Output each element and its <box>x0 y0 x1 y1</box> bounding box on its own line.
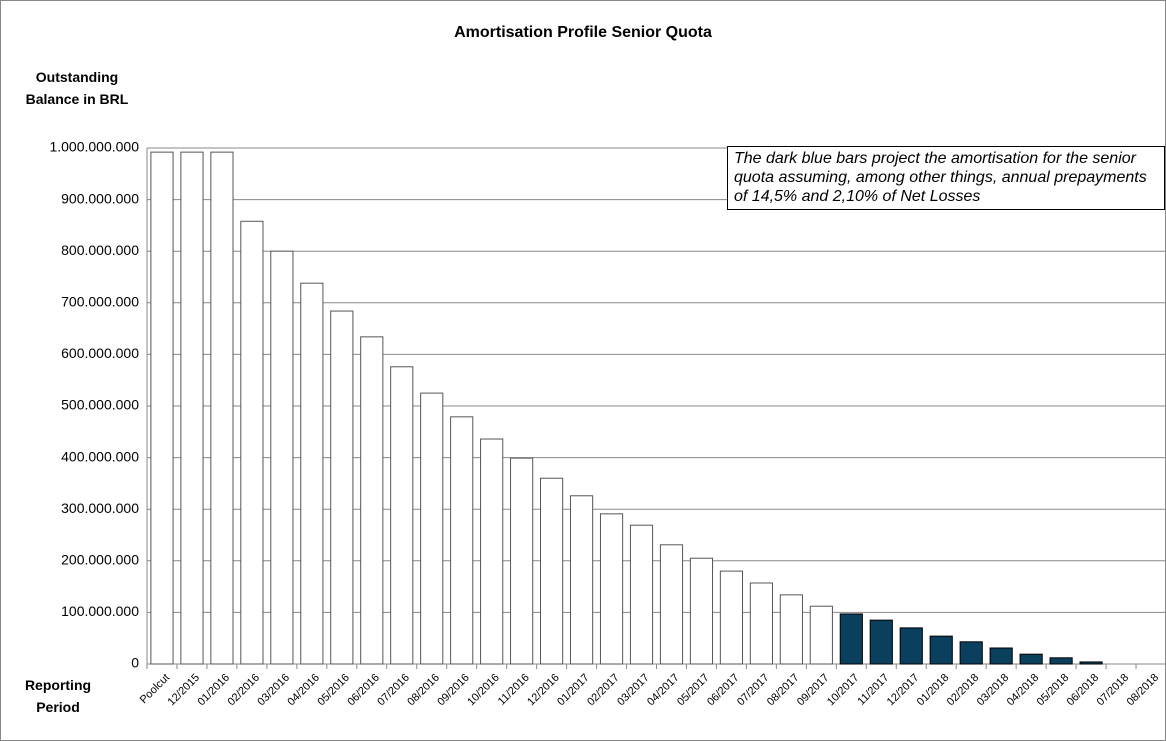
bar <box>390 366 414 665</box>
bar <box>989 647 1013 665</box>
bar <box>659 544 684 665</box>
bar <box>450 416 474 665</box>
y-tick-label: 1.000.000.000 <box>49 139 139 155</box>
y-tick-label: 600.000.000 <box>61 345 139 361</box>
x-tick-label: 07/2016 <box>375 672 412 709</box>
x-tick-label: 09/2016 <box>435 672 472 709</box>
bar <box>210 151 234 665</box>
x-tick-label: 04/2017 <box>645 672 682 709</box>
bar <box>959 641 983 665</box>
annotation: The dark blue bars project the amortisat… <box>727 146 1165 210</box>
bar <box>719 570 744 665</box>
x-tick-label: 08/2018 <box>1125 672 1162 709</box>
bar <box>270 250 294 665</box>
x-tick-label: 02/2018 <box>945 672 982 709</box>
x-tick-label: 04/2016 <box>285 672 322 709</box>
x-tick-label: 10/2016 <box>465 672 502 709</box>
bar <box>809 605 833 665</box>
x-tick-label: 10/2017 <box>825 672 862 709</box>
x-tick-label: 03/2017 <box>615 672 652 709</box>
x-axis-title: Reporting Period <box>24 677 92 715</box>
bar <box>150 151 174 665</box>
bar <box>240 220 264 665</box>
chart-title: Amortisation Profile Senior Quota <box>454 24 712 41</box>
bar <box>510 457 534 665</box>
x-tick-label: 04/2018 <box>1005 672 1042 709</box>
y-tick-label: 700.000.000 <box>61 294 139 310</box>
x-tick-label: 01/2018 <box>915 672 952 709</box>
bar <box>629 524 654 665</box>
x-tick-label: 01/2017 <box>555 672 592 709</box>
bar <box>360 336 384 665</box>
x-tick-label: 02/2016 <box>225 672 262 709</box>
x-tick-label: 12/2017 <box>885 672 922 709</box>
y-tick-label: 0 <box>131 655 139 671</box>
y-tick-label: 400.000.000 <box>61 448 139 464</box>
bar <box>1079 661 1103 665</box>
y-tick-label: 300.000.000 <box>61 500 139 516</box>
bar <box>869 619 893 665</box>
y-axis-title: Outstanding Balance in BRL <box>25 69 129 107</box>
bar <box>480 438 504 665</box>
bar <box>1049 657 1073 665</box>
bar <box>569 495 594 665</box>
x-tick-label: 02/2017 <box>585 672 622 709</box>
y-tick-label: 500.000.000 <box>61 397 139 413</box>
y-tick-label: 800.000.000 <box>61 242 139 258</box>
bar <box>1019 653 1043 665</box>
bar <box>180 151 204 665</box>
x-tick-label: 09/2017 <box>795 672 832 709</box>
bar <box>779 594 803 665</box>
bar <box>899 627 923 665</box>
bar <box>689 557 714 665</box>
x-tick-label: 01/2016 <box>195 672 232 709</box>
x-tick-label: 12/2016 <box>525 672 562 709</box>
x-tick-label: 06/2017 <box>705 672 742 709</box>
bar <box>599 513 624 665</box>
y-tick-label: 100.000.000 <box>61 603 139 619</box>
x-tick-label: 05/2017 <box>675 672 712 709</box>
x-tick-label: 03/2016 <box>255 672 292 709</box>
bar <box>929 635 953 665</box>
x-tick-label: 03/2018 <box>975 672 1012 709</box>
x-tick-label: 08/2016 <box>405 672 442 709</box>
x-tick-label: 06/2016 <box>345 672 382 709</box>
x-tick-label: 07/2017 <box>735 672 772 709</box>
x-tick-label: 05/2016 <box>315 672 352 709</box>
x-tick-label: 08/2017 <box>765 672 802 709</box>
x-tick-label: 07/2018 <box>1095 672 1132 709</box>
y-tick-label: 200.000.000 <box>61 552 139 568</box>
bar <box>839 613 863 665</box>
y-tick-label: 900.000.000 <box>61 190 139 206</box>
bar <box>749 582 773 665</box>
x-tick-label: 05/2018 <box>1035 672 1072 709</box>
bar <box>420 392 444 665</box>
x-tick-label: 06/2018 <box>1065 672 1102 709</box>
x-tick-label: 12/2015 <box>166 672 203 709</box>
bar <box>540 477 564 665</box>
bar <box>330 310 354 665</box>
bar <box>300 282 324 665</box>
